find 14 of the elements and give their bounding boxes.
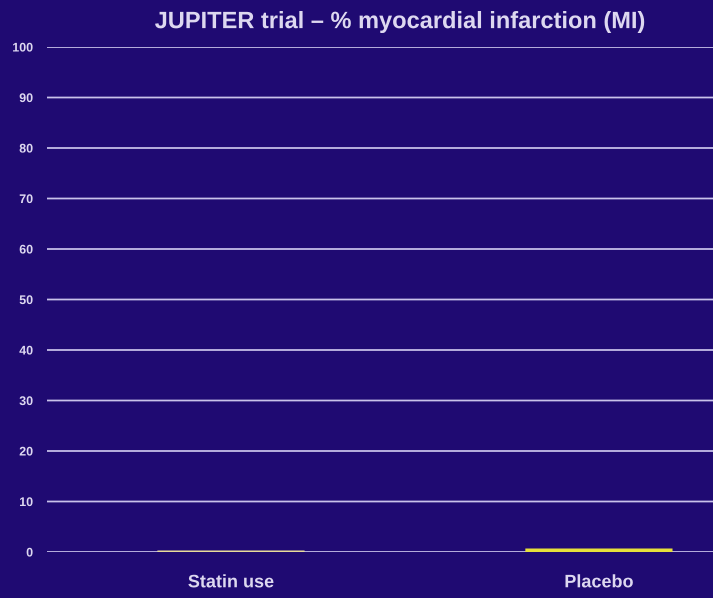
x-tick-label: Placebo	[566, 574, 633, 588]
y-tick-label: 60	[20, 244, 33, 254]
y-tick-label: 100	[13, 42, 33, 52]
y-tick-label: 50	[20, 295, 33, 304]
y-tick-label: 30	[19, 396, 33, 406]
y-tick-label: 80	[20, 144, 33, 153]
y-tick-label: 20	[20, 446, 33, 456]
y-tick-label: 10	[20, 497, 33, 506]
y-tick-label: 90	[20, 93, 33, 102]
y-tick-label: 0	[26, 548, 33, 557]
chart-title: JUPITER trial – % myocardial infarction (MI)	[155, 10, 644, 34]
y-tick-label: 70	[20, 194, 33, 204]
y-tick-label: 40	[19, 346, 33, 355]
x-tick-label: Statin use	[188, 574, 274, 588]
